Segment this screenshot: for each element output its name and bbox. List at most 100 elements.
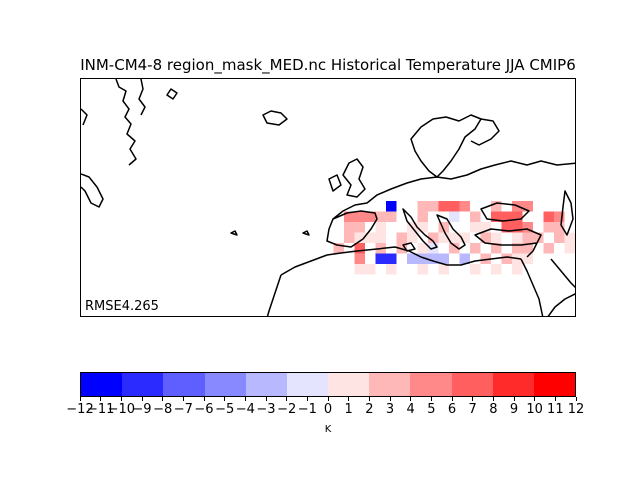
colorbar-tick-mark (306, 397, 308, 401)
colorbar-tick-mark (513, 397, 515, 401)
grid-cell (470, 243, 481, 254)
grid-cell (354, 253, 365, 264)
colorbar-tick-label: −7 (173, 402, 193, 417)
grid-cell (522, 201, 533, 212)
colorbar-segment (410, 373, 452, 396)
colorbar-segment (492, 373, 534, 396)
grid-cell (365, 232, 376, 243)
grid-cell (459, 253, 470, 264)
grid-cell (417, 211, 428, 222)
colorbar-tick-mark (265, 397, 267, 401)
grid-cell (470, 222, 481, 233)
grid-cell (333, 243, 344, 254)
grid-cell (512, 264, 523, 275)
colorbar-tick-label: −9 (132, 402, 152, 417)
grid-cell (512, 222, 523, 233)
grid-cell (491, 211, 502, 222)
grid-cell (417, 201, 428, 212)
grid-cell (438, 264, 449, 275)
colorbar-tick-label: 1 (344, 402, 353, 417)
colorbar (80, 372, 576, 397)
anomaly-grid (333, 201, 575, 275)
colorbar-tick-label: 11 (547, 402, 564, 417)
colorbar-tick-mark (451, 397, 453, 401)
grid-cell (512, 243, 523, 254)
grid-cell (375, 211, 386, 222)
colorbar-tick-mark (162, 397, 164, 401)
rmse-label: RMSE4.265 (85, 299, 159, 314)
coastlines (81, 79, 575, 316)
colorbar-tick-label: −10 (107, 402, 136, 417)
grid-cell (354, 222, 365, 233)
grid-cell (522, 222, 533, 233)
grid-cell (407, 253, 418, 264)
grid-cell (386, 201, 397, 212)
map-title: INM-CM4-8 region_mask_MED.nc Historical … (80, 56, 576, 74)
grid-cell (354, 211, 365, 222)
colorbar-tick-label: −3 (256, 402, 276, 417)
colorbar-tick-mark (430, 397, 432, 401)
grid-cell (438, 222, 449, 233)
colorbar-segment (286, 373, 329, 396)
grid-cell (396, 232, 407, 243)
grid-cell (354, 232, 365, 243)
colorbar-tick-mark (389, 397, 391, 401)
colorbar-tick-mark (534, 397, 536, 401)
grid-cell (438, 201, 449, 212)
colorbar-tick-label: −6 (194, 402, 214, 417)
colorbar-tick-mark (554, 397, 556, 401)
grid-cell (375, 222, 386, 233)
grid-cell (564, 232, 575, 243)
colorbar-segment (451, 373, 493, 396)
grid-cell (365, 264, 376, 275)
colorbar-tick-mark (203, 397, 205, 401)
grid-cell (554, 222, 565, 233)
colorbar-ticks: −12 −11 −10 −9 −8 −7 −6 −5 −4 −3 −2 −1 0 1 2 3 4 5 6 7 8 9 10 1… (66, 397, 584, 417)
grid-cell (386, 253, 397, 264)
colorbar-tick-mark (410, 397, 412, 401)
grid-cell (470, 264, 481, 275)
grid-cell (491, 232, 502, 243)
grid-cell (449, 201, 460, 212)
colorbar-tick-mark (224, 397, 226, 401)
grid-cell (554, 232, 565, 243)
colorbar-tick-mark (120, 397, 122, 401)
colorbar-tick-mark (472, 397, 474, 401)
colorbar-segment (328, 373, 370, 396)
colorbar-tick-label: 5 (427, 402, 436, 417)
grid-cell (554, 211, 565, 222)
map-svg (81, 79, 575, 316)
grid-cell (386, 211, 397, 222)
grid-cell (491, 264, 502, 275)
grid-cell (512, 232, 523, 243)
colorbar-segment (163, 373, 205, 396)
colorbar-tick-mark (182, 397, 184, 401)
map-panel (80, 78, 576, 317)
grid-cell (543, 243, 554, 254)
grid-cell (501, 222, 512, 233)
colorbar-tick-mark (348, 397, 350, 401)
colorbar-tick-label: 3 (385, 402, 395, 417)
grid-cell (438, 253, 449, 264)
colorbar-tick-label: 6 (447, 402, 457, 417)
colorbar-segment (245, 373, 287, 396)
grid-cell (449, 211, 460, 222)
colorbar-segment (369, 373, 411, 396)
grid-cell (512, 211, 523, 222)
grid-cell (480, 253, 491, 264)
grid-cell (375, 253, 386, 264)
grid-cell (501, 253, 512, 264)
colorbar-tick-mark (286, 397, 288, 401)
colorbar-tick-label: 7 (468, 402, 477, 417)
colorbar-tick-mark (244, 397, 246, 401)
colorbar-tick-label: 2 (365, 402, 374, 417)
grid-cell (365, 211, 376, 222)
grid-cell (522, 243, 533, 254)
grid-cell (522, 232, 533, 243)
grid-cell (449, 232, 460, 243)
colorbar-tick-mark (327, 397, 329, 401)
colorbar-tick-label: −4 (235, 402, 255, 417)
colorbar-tick-label: −11 (86, 402, 115, 417)
grid-cell (564, 243, 575, 254)
grid-cell (417, 264, 428, 275)
